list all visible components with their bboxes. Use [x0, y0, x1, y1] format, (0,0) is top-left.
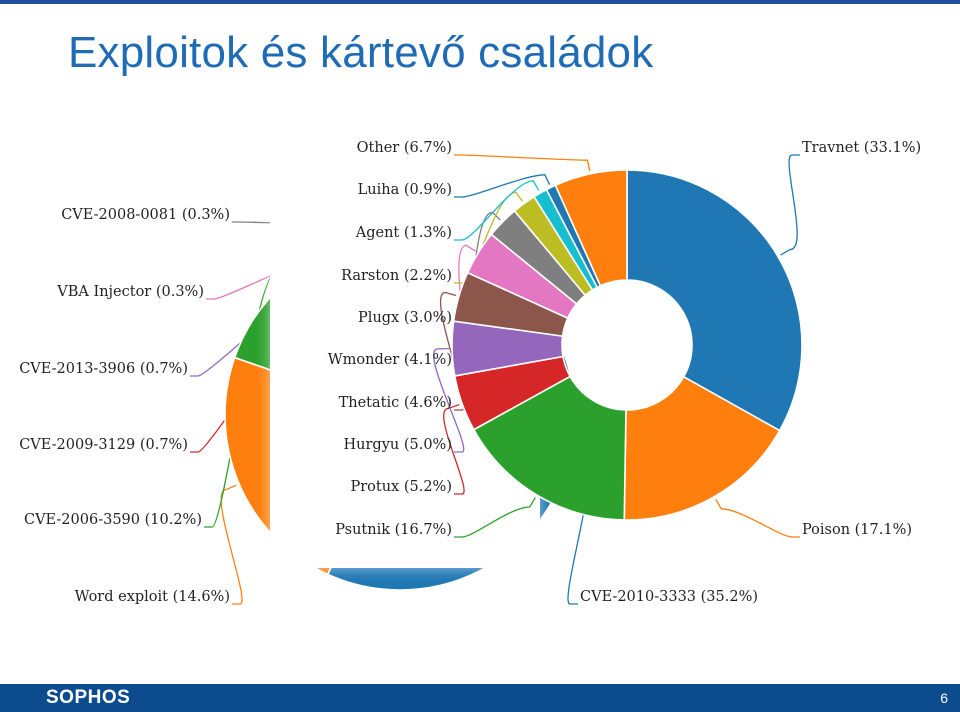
label-hurgyu: Hurgyu (5.0%): [344, 437, 453, 453]
label-word-exploit: Word exploit (14.6%): [75, 589, 230, 605]
label-cve-2009-3129: CVE-2009-3129 (0.7%): [19, 437, 188, 453]
label-cve-2008-0081: CVE-2008-0081 (0.3%): [61, 207, 230, 223]
slice-psutnik: [472, 375, 627, 521]
label-thetatic: Thetatic (4.6%): [339, 395, 452, 411]
label-cve-2013-3906: CVE-2013-3906 (0.7%): [19, 361, 188, 377]
leader-luiha: [454, 174, 551, 198]
top-rule: [0, 0, 960, 4]
label-vba-injector: VBA Injector (0.3%): [56, 284, 204, 300]
slide-title: Exploitok és kártevő családok: [68, 28, 654, 77]
label-wmonder: Wmonder (4.1%): [328, 352, 452, 368]
label-psutnik: Psutnik (16.7%): [335, 522, 452, 538]
donut-charts: CVE-2010-3333 (35.2%) Word exploit (14.6%…: [19, 124, 921, 605]
leader-protux: [443, 403, 465, 495]
leader-word-exploit: [220, 484, 243, 605]
slice-travnet: [626, 169, 803, 432]
leader-hurgyu: [433, 347, 465, 453]
leader-other: [454, 154, 591, 172]
leader-travnet: [780, 154, 800, 256]
leader-agent: [454, 180, 540, 241]
label-agent: Agent (1.3%): [355, 225, 452, 241]
label-other: Other (6.7%): [357, 140, 452, 156]
malware-donut-chart: Travnet (33.1%) Poison (17.1%) Psutnik (16…: [328, 140, 921, 538]
leader-poison: [715, 498, 800, 538]
label-protux: Protux (5.2%): [350, 479, 452, 495]
footer-bar: SOPHOS 6: [0, 684, 960, 712]
label-rarston: Rarston (2.2%): [341, 268, 452, 284]
slice-other: [554, 169, 628, 287]
label-cve-2010-3333: CVE-2010-3333 (35.2%): [580, 589, 758, 605]
slice-poison: [623, 375, 781, 521]
sophos-logo: SOPHOS: [46, 687, 131, 708]
leader-psutnik: [454, 497, 536, 538]
label-luiha: Luiha (0.9%): [358, 182, 452, 198]
label-cve-2006-3590: CVE-2006-3590 (10.2%): [24, 512, 202, 528]
page-number: 6: [940, 690, 948, 706]
label-travnet: Travnet (33.1%): [802, 140, 921, 156]
label-plugx: Plugx (3.0%): [358, 310, 452, 326]
label-poison: Poison (17.1%): [802, 522, 912, 538]
